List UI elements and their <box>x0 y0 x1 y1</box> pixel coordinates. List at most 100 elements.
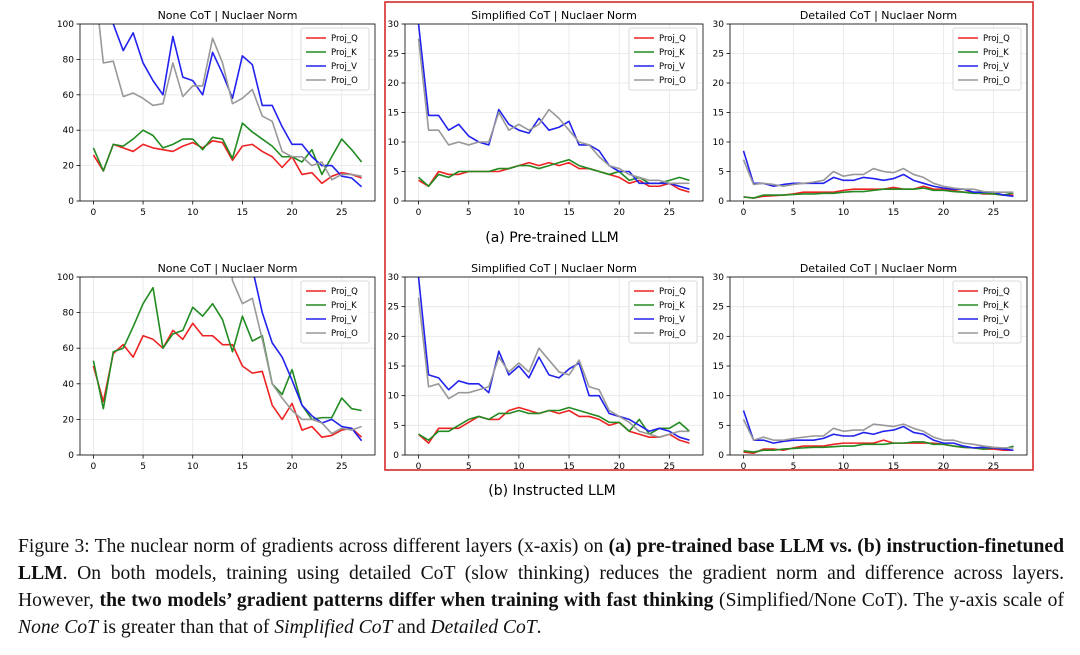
y-tick-label: 10 <box>388 392 400 402</box>
x-tick-label: 20 <box>613 462 625 472</box>
legend-label: Proj_K <box>331 48 357 58</box>
y-tick-label: 5 <box>393 168 399 178</box>
legend-label: Proj_Q <box>983 287 1010 297</box>
x-tick-label: 15 <box>237 208 248 218</box>
y-tick-label: 20 <box>63 415 75 425</box>
subplot-title: Detailed CoT | Nuclaer Norm <box>800 9 957 22</box>
legend-label: Proj_V <box>659 62 685 72</box>
x-tick-label: 15 <box>563 208 574 218</box>
x-tick-label: 5 <box>466 462 472 472</box>
x-tick-label: 10 <box>187 462 199 472</box>
series-line <box>92 140 362 185</box>
axes-frame <box>79 23 376 202</box>
y-tick-label: 20 <box>388 332 400 342</box>
subplot-title: Detailed CoT | Nuclaer Norm <box>800 262 957 275</box>
subplot: 0 5 10 15 20 25 0 20 40 60 80 100 None CoT | Nuclaer… <box>57 9 376 218</box>
x-tick-label: 20 <box>938 462 950 472</box>
axes-frame <box>729 276 1028 456</box>
axes-frame <box>404 23 704 202</box>
y-tick-label: 25 <box>388 303 399 313</box>
caption-text: . <box>536 617 542 638</box>
x-tick-label: 15 <box>563 462 574 472</box>
y-tick-label: 10 <box>713 392 725 402</box>
series-line <box>743 187 1014 199</box>
x-tick-label: 25 <box>336 208 347 218</box>
plot-lines <box>92 24 363 188</box>
legend-label: Proj_K <box>659 48 685 58</box>
caption-text: is greater than that of <box>98 617 275 638</box>
x-tick-label: 20 <box>286 462 298 472</box>
subcaption: (b) Instructed LLM <box>488 483 616 499</box>
y-tick-label: 25 <box>388 50 399 60</box>
y-tick-label: 0 <box>393 451 399 461</box>
plot-lines <box>742 410 1014 455</box>
axes-frame <box>79 276 376 456</box>
series-line <box>92 122 363 176</box>
x-tick-label: 25 <box>664 462 675 472</box>
legend: Proj_Q Proj_K Proj_V Proj_O <box>952 27 1022 91</box>
legend-label: Proj_Q <box>659 34 686 44</box>
x-tick-label: 0 <box>416 462 422 472</box>
series-line <box>742 419 1014 449</box>
x-tick-label: 15 <box>237 462 248 472</box>
series-line <box>742 150 1014 198</box>
x-tick-label: 10 <box>513 208 525 218</box>
y-tick-label: 20 <box>63 162 75 172</box>
legend-label: Proj_K <box>983 48 1009 58</box>
legend: Proj_Q Proj_K Proj_V Proj_O <box>952 280 1022 344</box>
subplot-title: None CoT | Nuclaer Norm <box>158 9 298 22</box>
caption-text: Figure 3: The nuclear norm of gradients … <box>18 536 609 557</box>
legend-label: Proj_V <box>983 62 1009 72</box>
y-tick-label: 15 <box>713 109 724 119</box>
x-tick-label: 25 <box>664 208 675 218</box>
legend-label: Proj_O <box>331 76 358 86</box>
x-tick-label: 5 <box>140 462 146 472</box>
legend-label: Proj_Q <box>983 34 1010 44</box>
legend: Proj_Q Proj_K Proj_V Proj_O <box>300 280 370 344</box>
legend: Proj_Q Proj_K Proj_V Proj_O <box>628 280 698 344</box>
subplot: 0 5 10 15 20 25 0 5 10 15 20 25 30 Detailed CoT | Nuc… <box>713 9 1028 218</box>
legend-label: Proj_V <box>331 62 357 72</box>
caption-bold: the two models’ gradient patterns differ… <box>99 590 714 611</box>
series-line <box>98 24 362 181</box>
x-tick-label: 10 <box>513 462 525 472</box>
legend-label: Proj_V <box>659 315 685 325</box>
caption-italic: Simplified CoT <box>274 617 393 638</box>
x-tick-label: 10 <box>838 462 850 472</box>
plot-lines <box>92 277 363 442</box>
x-tick-label: 20 <box>613 208 625 218</box>
subplot-title: Simplified CoT | Nuclaer Norm <box>471 9 637 22</box>
x-tick-label: 25 <box>336 462 347 472</box>
subplot: 0 5 10 15 20 25 0 5 10 15 20 25 30 Simplified CoT | N… <box>388 262 704 472</box>
series-line <box>92 322 363 438</box>
x-tick-label: 10 <box>838 208 850 218</box>
y-tick-label: 30 <box>388 20 400 30</box>
x-tick-label: 5 <box>791 208 797 218</box>
highlight-frame <box>384 1 1034 471</box>
caption-text: and <box>392 617 431 638</box>
plot-lines <box>417 277 690 444</box>
series-line <box>418 406 690 444</box>
y-tick-label: 0 <box>393 197 399 207</box>
series-line <box>253 277 363 442</box>
series-line <box>742 410 1014 452</box>
y-tick-label: 0 <box>68 451 74 461</box>
legend-label: Proj_Q <box>659 287 686 297</box>
series-line <box>743 439 1014 455</box>
plot-lines <box>742 150 1014 199</box>
y-tick-label: 5 <box>393 421 399 431</box>
y-tick-label: 0 <box>718 451 724 461</box>
series-line <box>417 277 690 441</box>
legend-box <box>300 27 370 91</box>
legend-box <box>300 280 370 344</box>
legend-box <box>952 27 1022 91</box>
y-tick-label: 0 <box>718 197 724 207</box>
legend-label: Proj_O <box>983 76 1010 86</box>
legend-label: Proj_K <box>659 301 685 311</box>
legend-label: Proj_O <box>983 329 1010 339</box>
series-line <box>418 158 690 188</box>
x-tick-label: 5 <box>140 208 146 218</box>
legend-box <box>952 280 1022 344</box>
legend: Proj_Q Proj_K Proj_V Proj_O <box>628 27 698 91</box>
